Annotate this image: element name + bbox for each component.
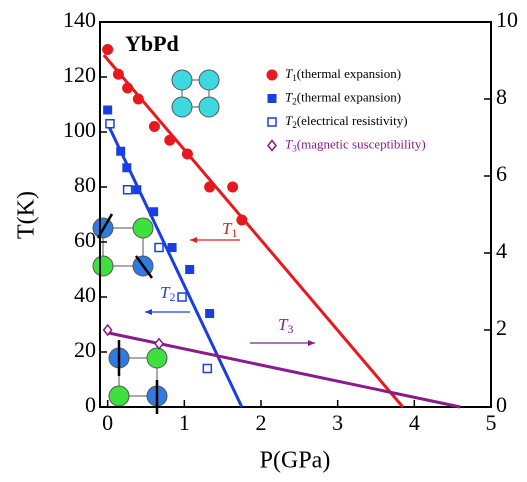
data-point bbox=[154, 337, 164, 350]
y2-tick-label: 0 bbox=[496, 392, 507, 417]
fit-line bbox=[102, 54, 404, 408]
data-point bbox=[103, 105, 113, 115]
y-tick-label: 20 bbox=[74, 337, 96, 362]
legend-marker bbox=[267, 117, 277, 127]
y2-tick-label: 4 bbox=[496, 238, 507, 263]
y-tick-label: 60 bbox=[74, 227, 96, 252]
legend-label: T2(electrical resistivity) bbox=[285, 113, 408, 130]
y2-tick-label: 6 bbox=[496, 161, 507, 186]
legend-marker bbox=[267, 139, 277, 152]
data-point bbox=[181, 148, 193, 160]
y-tick-label: 120 bbox=[63, 62, 96, 87]
y2-tick-label: 2 bbox=[496, 315, 507, 340]
data-point bbox=[185, 265, 195, 274]
x-axis-label: P(GPa) bbox=[260, 448, 331, 474]
plot-frame bbox=[99, 21, 492, 408]
annotation: T1 bbox=[222, 219, 237, 240]
data-point bbox=[202, 363, 213, 374]
chart-title: YbPd bbox=[125, 31, 179, 56]
data-point bbox=[122, 82, 134, 94]
data-point bbox=[102, 44, 114, 55]
x-tick-label: 4 bbox=[409, 410, 420, 435]
legend-label: T1(thermal expansion) bbox=[285, 66, 401, 83]
legend-label: T2(thermal expansion) bbox=[285, 89, 401, 106]
data-point bbox=[154, 242, 164, 253]
data-point bbox=[122, 163, 132, 173]
y2-tick-label: 10 bbox=[496, 7, 518, 32]
data-point bbox=[167, 243, 177, 252]
arrow-head bbox=[190, 237, 197, 243]
legend-marker bbox=[267, 94, 277, 103]
data-point bbox=[132, 185, 142, 195]
y2-tick-label: 8 bbox=[496, 84, 507, 109]
y-tick-label: 0 bbox=[85, 392, 96, 417]
y-tick-label: 140 bbox=[63, 7, 96, 32]
arrow-head bbox=[145, 309, 152, 315]
annotation: T2 bbox=[160, 283, 175, 304]
x-tick-label: 1 bbox=[179, 410, 190, 435]
y-tick-label: 100 bbox=[63, 117, 96, 142]
data-point bbox=[204, 181, 216, 193]
x-tick-label: 3 bbox=[332, 410, 343, 435]
y-tick-label: 80 bbox=[74, 172, 96, 197]
data-point bbox=[177, 292, 187, 302]
x-tick-label: 2 bbox=[256, 410, 267, 435]
data-point bbox=[164, 134, 176, 146]
data-point bbox=[205, 309, 215, 318]
data-point bbox=[148, 121, 160, 132]
data-point bbox=[116, 146, 126, 156]
data-point bbox=[105, 119, 115, 129]
data-point bbox=[236, 214, 248, 226]
data-point bbox=[227, 181, 239, 193]
data-point bbox=[122, 185, 133, 195]
annotation: T3 bbox=[278, 315, 293, 336]
x-tick-label: 5 bbox=[486, 410, 497, 435]
data-point bbox=[149, 207, 159, 217]
legend-marker bbox=[266, 69, 278, 81]
x-tick-label: 0 bbox=[102, 410, 113, 435]
y-axis-label: T(K) bbox=[14, 191, 40, 239]
legend-label: T3(magnetic susceptibility) bbox=[285, 136, 426, 153]
arrow-head bbox=[308, 340, 315, 346]
data-point bbox=[132, 93, 144, 105]
fit-line bbox=[107, 331, 461, 409]
data-point bbox=[112, 68, 124, 80]
y-tick-label: 40 bbox=[74, 282, 96, 307]
data-point bbox=[102, 323, 113, 337]
